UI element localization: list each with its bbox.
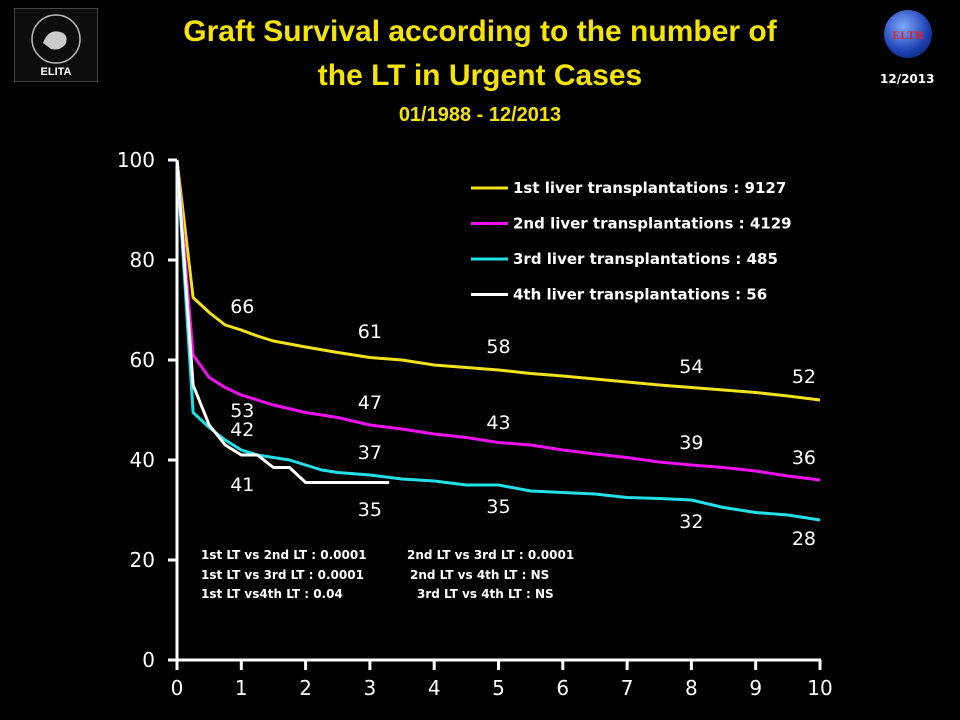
data-label: 28 [792,528,816,550]
elita-logo: ELITA [14,8,98,82]
data-label: 53 [230,400,254,422]
series-line-1 [175,159,821,402]
data-label: 58 [486,336,510,358]
date-stamp: 12/2013 [880,72,935,86]
y-tick-label: 40 [130,448,155,472]
p-value-text: 3rd LT vs 4th LT : NS [417,587,554,601]
eltr-globe-logo: ELTR [884,10,932,58]
p-value-text: 2nd LT vs 4th LT : NS [410,568,549,582]
legend-label-1: 1st liver transplantations : 9127 [513,179,786,197]
x-tick-label: 1 [235,676,248,700]
data-label: 37 [358,442,382,464]
x-tick-label: 7 [621,676,634,700]
data-label: 41 [230,474,254,496]
x-tick-label: 3 [364,676,377,700]
elita-logo-text: ELITA [41,66,72,78]
data-label: 32 [679,511,703,533]
data-label: 36 [792,447,816,469]
y-tick-label: 100 [117,148,155,172]
x-tick-label: 0 [171,676,184,700]
data-label: 52 [792,366,816,388]
chart-title-line1: Graft Survival according to the number o… [183,15,777,48]
x-tick-label: 6 [556,676,569,700]
series-line-2 [175,159,821,482]
p-value-text: 1st LT vs 2nd LT : 0.0001 [201,548,367,562]
data-label: 35 [486,496,510,518]
x-tick-label: 10 [807,676,832,700]
eltr-logo-text: ELTR [892,28,924,42]
y-tick-label: 20 [130,548,155,572]
data-label: 54 [679,356,703,378]
x-tick-label: 8 [685,676,698,700]
data-label: 35 [358,499,382,521]
chart-title-line2: the LT in Urgent Cases [317,59,643,92]
data-label: 61 [358,321,382,343]
data-label: 66 [230,296,254,318]
y-tick-label: 60 [130,348,155,372]
x-tick-label: 2 [299,676,312,700]
x-tick-label: 5 [492,676,505,700]
p-value-text: 2nd LT vs 3rd LT : 0.0001 [407,548,574,562]
legend-label-4: 4th liver transplantations : 56 [513,286,767,304]
chart-subtitle: 01/1988 - 12/2013 [398,104,562,126]
x-tick-label: 9 [749,676,762,700]
y-tick-label: 80 [130,248,155,272]
data-label: 47 [358,392,382,414]
p-value-text: 1st LT vs4th LT : 0.04 [201,587,343,601]
p-value-text: 1st LT vs 3rd LT : 0.0001 [201,568,364,582]
y-tick-label: 0 [142,648,155,672]
x-tick-label: 4 [428,676,441,700]
series-line-4 [175,159,390,484]
legend-label-2: 2nd liver transplantations : 4129 [513,215,792,233]
series-line-3 [175,159,821,522]
data-label: 39 [679,432,703,454]
legend-label-3: 3rd liver transplantations : 485 [513,250,778,268]
data-label: 42 [230,419,254,441]
data-label: 43 [486,412,510,434]
